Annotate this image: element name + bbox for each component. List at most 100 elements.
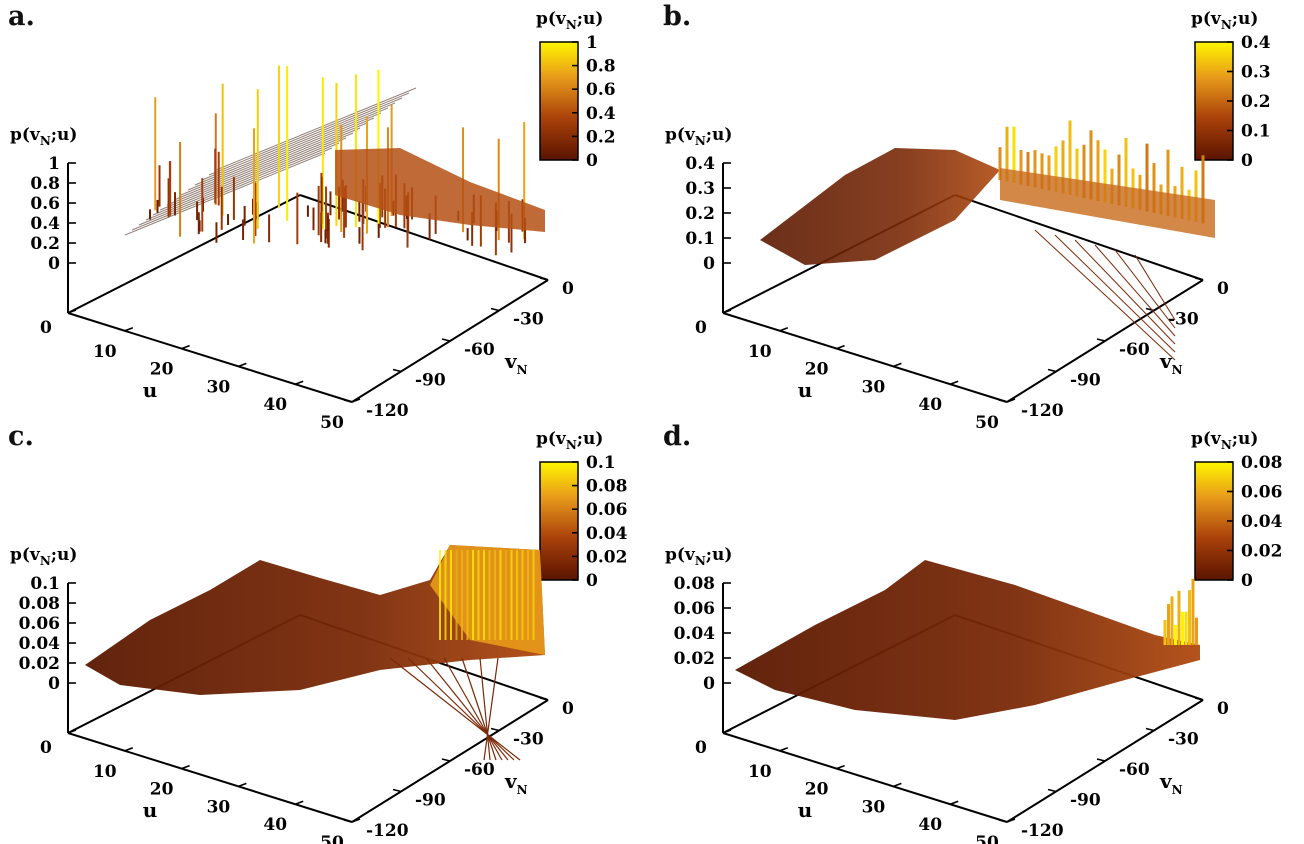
vn-tick <box>1145 727 1155 732</box>
u-tick <box>67 729 77 734</box>
back-right-line <box>954 194 1204 281</box>
u-tick <box>779 327 789 332</box>
u-tick <box>949 800 959 805</box>
u-axis-line <box>722 312 1008 403</box>
vn-tick <box>539 277 549 281</box>
surface-line <box>124 152 326 236</box>
vn-tick <box>392 788 402 793</box>
vn-tick-label: -90 <box>415 791 446 811</box>
z-tick-label: 0.4 <box>30 214 60 234</box>
z-tick-label: 0.08 <box>674 574 715 594</box>
u-axis-label: u <box>143 798 158 822</box>
panel-letter: b. <box>663 1 691 32</box>
panel-letter: a. <box>8 1 35 32</box>
colorbar-tick-label: 0 <box>586 571 598 591</box>
colorbar-tick-label: 0.2 <box>586 127 616 147</box>
colorbar-tick-label: 0 <box>586 151 598 171</box>
colorbar-tick-label: 0.6 <box>586 80 616 100</box>
z-tick-label: 0.8 <box>30 174 60 194</box>
vn-tick <box>998 399 1008 403</box>
surface-line <box>145 137 347 221</box>
u-tick <box>893 362 902 368</box>
vn-tick-label: 0 <box>562 279 574 299</box>
u-tick-label: 10 <box>748 342 772 362</box>
surface-line <box>407 657 515 761</box>
u-tick <box>294 380 304 385</box>
surface-line <box>443 657 503 761</box>
vn-tick-label: 0 <box>1217 699 1229 719</box>
z-tick-label: 0.02 <box>19 654 60 674</box>
u-tick-label: 30 <box>207 797 231 817</box>
u-tick <box>124 327 134 332</box>
surface-line <box>131 147 333 231</box>
vn-axis-label: vN <box>1159 349 1183 377</box>
colorbar-label: p(vN;u) <box>1191 429 1258 452</box>
u-tick <box>238 782 247 788</box>
vn-tick <box>539 697 549 701</box>
colorbar-tick-label: 0.04 <box>1241 512 1283 532</box>
z-axis-label: p(vN;u) <box>10 125 77 148</box>
u-axis-label: u <box>798 378 813 402</box>
u-tick-label: 30 <box>862 797 886 817</box>
z-tick-label: 0.1 <box>30 574 60 594</box>
vn-tick <box>1194 277 1204 281</box>
z-tick-label: 0.3 <box>685 179 715 199</box>
surface-patch <box>760 148 1000 265</box>
colorbar-tick-label: 0.3 <box>1241 63 1271 83</box>
colorbar-label: p(vN;u) <box>1191 9 1258 32</box>
colorbar-tick-label: 0.08 <box>1241 453 1282 473</box>
surface-line <box>215 87 417 171</box>
surface-line <box>152 132 354 216</box>
vn-tick <box>343 819 353 823</box>
u-tick-label: 20 <box>150 360 174 380</box>
z-axis-label: p(vN;u) <box>10 545 77 568</box>
u-tick <box>1006 398 1016 403</box>
vn-tick-label: -30 <box>513 730 544 750</box>
colorbar-tick-label: 0 <box>1241 571 1253 591</box>
vn-tick <box>343 399 353 403</box>
vn-tick <box>490 727 500 732</box>
panel-a: a.01020304050u-120-90-60-300vN00.20.40.6… <box>8 1 616 433</box>
z-tick-label: 0 <box>703 254 715 274</box>
z-tick-label: 0.2 <box>685 204 715 224</box>
u-tick-label: 50 <box>320 833 344 844</box>
surface-line <box>479 657 491 761</box>
surface-line <box>389 657 521 761</box>
vn-tick-label: -120 <box>1021 821 1064 841</box>
vn-tick-label: -120 <box>366 401 409 421</box>
colorbar-tick-label: 0.4 <box>1241 33 1271 53</box>
colorbar-tick-label: 0.4 <box>586 104 616 124</box>
u-tick-label: 50 <box>320 413 344 433</box>
surface-line <box>159 127 361 211</box>
u-tick <box>351 818 361 823</box>
z-tick-label: 0.06 <box>674 599 715 619</box>
u-tick <box>238 362 247 368</box>
vn-tick-label: -30 <box>513 310 544 330</box>
surface-line <box>138 142 340 226</box>
vn-tick-label: -30 <box>1168 730 1199 750</box>
surface <box>760 120 1215 361</box>
vn-axis-label: vN <box>504 349 528 377</box>
u-tick-label: 20 <box>805 780 829 800</box>
z-tick-label: 0.06 <box>19 614 60 634</box>
colorbar-tick-label: 1 <box>586 33 598 53</box>
z-tick-label: 0.08 <box>19 594 60 614</box>
colorbar-tick-label: 0.06 <box>586 500 627 520</box>
z-tick-label: 0.6 <box>30 194 60 214</box>
colorbar-tick-label: 0.1 <box>1241 122 1271 142</box>
z-tick-label: 0.4 <box>685 154 715 174</box>
u-tick-label: 50 <box>975 833 999 844</box>
surface-line <box>1034 229 1176 361</box>
u-tick <box>181 764 190 770</box>
u-tick-label: 40 <box>263 815 287 835</box>
surface-line <box>425 657 509 761</box>
panel-c: c.01020304050u-120-90-60-300vN00.020.040… <box>8 421 628 844</box>
z-tick-label: 1 <box>48 154 60 174</box>
surface-line <box>1054 234 1176 353</box>
u-axis-label: u <box>143 378 158 402</box>
surface-line <box>201 97 403 181</box>
vn-tick-label: -60 <box>464 760 495 780</box>
u-tick <box>779 747 789 752</box>
z-tick-label: 0.1 <box>685 229 715 249</box>
